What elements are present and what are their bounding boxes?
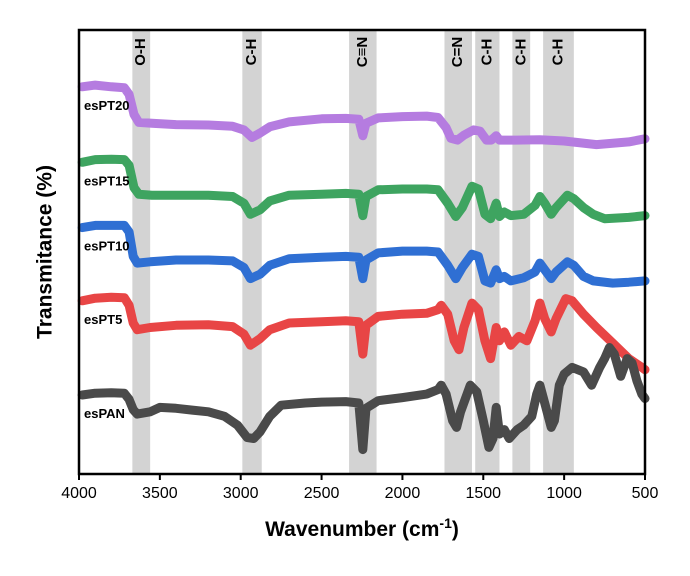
band-0 xyxy=(132,30,151,474)
series-label-esPT10: esPT10 xyxy=(84,239,130,254)
x-tick-label-3: 2500 xyxy=(304,485,340,502)
series-line-esPT10 xyxy=(77,220,650,288)
series-line-esPT20 xyxy=(77,80,650,150)
band-label-3: C=N xyxy=(449,37,466,67)
x-axis-title-close: ) xyxy=(452,518,459,541)
series-label-esPT20: esPT20 xyxy=(84,98,130,113)
x-axis-title-sup: -1 xyxy=(439,515,452,531)
x-tick-label-6: 1000 xyxy=(546,485,582,502)
x-axis-title-main: Wavenumber (cm xyxy=(265,518,439,541)
x-tick-label-2: 3000 xyxy=(223,485,259,502)
plot-frame xyxy=(77,28,647,476)
series-lines xyxy=(77,80,650,455)
series-labels: esPT20 esPT15 esPT10 esPT5 esPAN xyxy=(84,98,130,421)
band-label-0: O-H xyxy=(132,38,149,66)
band-label-1: C-H xyxy=(243,39,260,66)
series-label-esPT5: esPT5 xyxy=(84,312,122,327)
series-label-esPT15: esPT15 xyxy=(84,173,130,188)
series-line-esPT15 xyxy=(77,154,650,224)
band-label-2: C≡N xyxy=(354,37,371,67)
series-line-esPAN xyxy=(77,343,650,455)
band-1 xyxy=(242,30,262,474)
x-axis-title: Wavenumber (cm-1) xyxy=(265,515,459,541)
band-label-5: C-H xyxy=(512,39,529,66)
series-line-esPT5 xyxy=(77,292,650,375)
band-label-6: C-H xyxy=(549,39,566,66)
x-tick-label-1: 3500 xyxy=(142,485,178,502)
band-highlights: O-H C-H C≡N C=N C-H C-H C-H xyxy=(132,30,574,474)
series-label-esPAN: esPAN xyxy=(84,406,125,421)
x-tick-label-4: 2000 xyxy=(385,485,421,502)
y-axis-title: Transmitance (%) xyxy=(34,165,57,339)
x-tick-label-5: 1500 xyxy=(465,485,501,502)
plot-border xyxy=(77,28,647,476)
band-5 xyxy=(512,30,531,474)
x-tick-label-0: 4000 xyxy=(61,485,97,502)
x-axis-ticks: 4000 3500 3000 2500 2000 1500 1000 500 xyxy=(61,474,658,502)
band-label-4: C-H xyxy=(478,39,495,66)
x-tick-label-7: 500 xyxy=(632,485,659,502)
